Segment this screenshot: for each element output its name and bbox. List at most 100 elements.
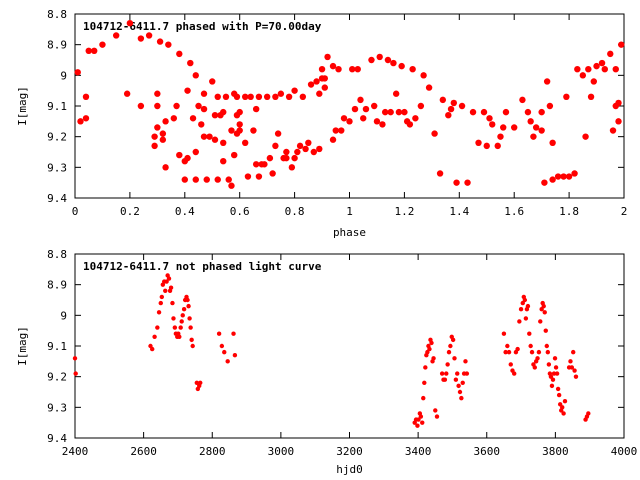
data-point <box>544 343 549 349</box>
data-point <box>503 349 508 355</box>
chart-title: 104712-6411.7 phased with P=70.00day <box>83 20 322 33</box>
data-point <box>447 105 455 113</box>
data-point <box>166 276 172 281</box>
data-point <box>422 380 427 385</box>
data-point <box>307 81 315 88</box>
data-point <box>618 41 625 48</box>
y-axis-label: I[mag] <box>16 326 29 366</box>
data-point <box>145 32 153 39</box>
data-point <box>523 316 529 321</box>
data-point <box>543 328 548 333</box>
x-tick-label: 3800 <box>542 445 569 458</box>
data-point <box>571 170 578 177</box>
data-point <box>500 124 507 131</box>
data-point <box>543 78 551 85</box>
data-point <box>546 102 554 110</box>
data-point <box>562 399 568 404</box>
data-point <box>195 102 202 110</box>
data-point <box>442 377 448 382</box>
data-point <box>431 130 438 137</box>
data-point <box>184 87 191 94</box>
data-point <box>381 108 389 116</box>
data-point <box>420 72 427 79</box>
data-point <box>162 164 169 171</box>
data-point <box>241 93 249 101</box>
data-point <box>527 118 534 125</box>
data-point <box>220 108 227 116</box>
y-tick-label: 9 <box>60 69 67 82</box>
data-point <box>530 133 537 140</box>
data-point <box>252 161 260 168</box>
data-point <box>171 316 176 321</box>
data-point <box>194 380 200 385</box>
data-point <box>429 340 434 346</box>
data-point <box>272 142 279 150</box>
data-point <box>453 179 460 186</box>
data-point <box>512 371 517 376</box>
x-tick-label: 0.8 <box>285 205 305 218</box>
data-point <box>450 99 458 107</box>
data-point <box>538 108 545 116</box>
data-point <box>445 112 452 119</box>
data-point <box>329 136 337 143</box>
data-point <box>354 66 361 73</box>
data-point <box>579 72 587 79</box>
data-point <box>159 130 167 137</box>
data-point <box>463 359 468 364</box>
data-point <box>460 380 465 385</box>
data-point <box>373 118 381 125</box>
data-point <box>508 362 513 367</box>
data-point <box>554 371 560 376</box>
data-point <box>446 349 452 355</box>
chart-title: 104712-6411.7 not phased light curve <box>83 260 322 273</box>
data-point <box>85 47 92 54</box>
data-point <box>556 392 562 398</box>
data-point <box>480 108 488 116</box>
data-point <box>515 346 520 352</box>
data-point <box>176 50 183 58</box>
data-point <box>464 371 470 376</box>
data-point <box>549 383 555 389</box>
data-point <box>572 368 577 373</box>
data-point <box>453 377 459 382</box>
data-point <box>505 343 510 349</box>
data-point <box>335 66 342 73</box>
data-point <box>192 176 199 183</box>
data-point <box>112 32 120 39</box>
data-point <box>409 66 416 73</box>
data-point <box>587 93 595 101</box>
data-point <box>469 108 477 116</box>
data-point <box>184 154 191 162</box>
data-point <box>77 118 84 125</box>
data-point <box>216 331 222 336</box>
x-tick-label: 2800 <box>199 445 226 458</box>
data-point <box>582 133 589 140</box>
data-point <box>565 173 573 180</box>
data-point <box>233 93 241 101</box>
data-points <box>74 20 625 189</box>
data-point <box>299 93 307 101</box>
data-point <box>189 337 194 343</box>
data-point <box>228 127 235 134</box>
data-point <box>321 84 328 91</box>
data-point <box>502 108 510 116</box>
data-point <box>154 90 161 97</box>
data-point <box>340 115 348 122</box>
data-point <box>423 365 428 370</box>
data-point <box>494 142 501 150</box>
data-point <box>452 356 457 361</box>
data-point <box>200 105 208 113</box>
data-point <box>609 127 617 134</box>
data-point <box>368 56 375 64</box>
data-point <box>126 20 134 27</box>
data-point <box>214 176 221 183</box>
data-point <box>222 93 230 101</box>
data-point <box>524 108 532 116</box>
data-point <box>553 365 559 370</box>
data-point <box>416 417 421 422</box>
data-point <box>561 411 566 416</box>
data-point <box>568 359 573 364</box>
y-tick-label: 9.4 <box>47 432 67 445</box>
y-tick-label: 8.8 <box>47 248 67 261</box>
